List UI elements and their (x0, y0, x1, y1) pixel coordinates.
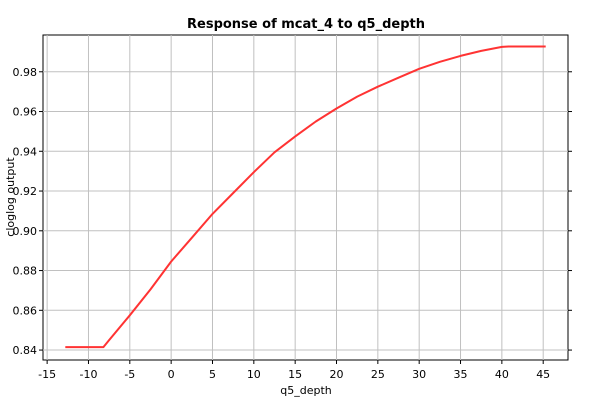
x-tick-label: 15 (288, 368, 302, 381)
y-tick-label: 0.94 (13, 145, 38, 158)
x-tick-label: 40 (495, 368, 509, 381)
y-tick-label: 0.96 (13, 106, 38, 119)
series-line (65, 45, 546, 349)
y-tick-label: 0.98 (13, 66, 38, 79)
x-tick-label: 20 (330, 368, 344, 381)
y-tick-label: 0.86 (13, 304, 38, 317)
chart-title: Response of mcat_4 to q5_depth (187, 17, 425, 32)
y-tick-label: 0.88 (13, 265, 38, 278)
axis-ticks: -15 -10 -5 0 5 10 15 20 25 30 35 40 45 0.84 0.86 0.88 0.… (13, 66, 572, 381)
x-tick-label: 5 (209, 368, 216, 381)
x-tick-label: -10 (79, 368, 97, 381)
y-axis-label: cloglog output (4, 157, 17, 237)
x-axis-label: q5_depth (280, 384, 332, 397)
x-tick-label: -15 (38, 368, 56, 381)
grid (43, 35, 568, 360)
plot-area (42, 34, 569, 361)
x-tick-label: -5 (124, 368, 135, 381)
x-tick-label: 0 (168, 368, 175, 381)
x-tick-label: 10 (247, 368, 261, 381)
x-tick-label: 45 (536, 368, 550, 381)
x-tick-label: 30 (412, 368, 426, 381)
x-tick-label: 35 (454, 368, 468, 381)
y-tick-label: 0.84 (13, 344, 38, 357)
series-layer (65, 45, 546, 349)
y-tick-label: 0.90 (13, 225, 38, 238)
x-tick-label: 25 (371, 368, 385, 381)
y-tick-label: 0.92 (13, 185, 38, 198)
